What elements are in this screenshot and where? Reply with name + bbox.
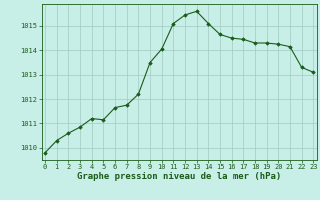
X-axis label: Graphe pression niveau de la mer (hPa): Graphe pression niveau de la mer (hPa) <box>77 172 281 181</box>
